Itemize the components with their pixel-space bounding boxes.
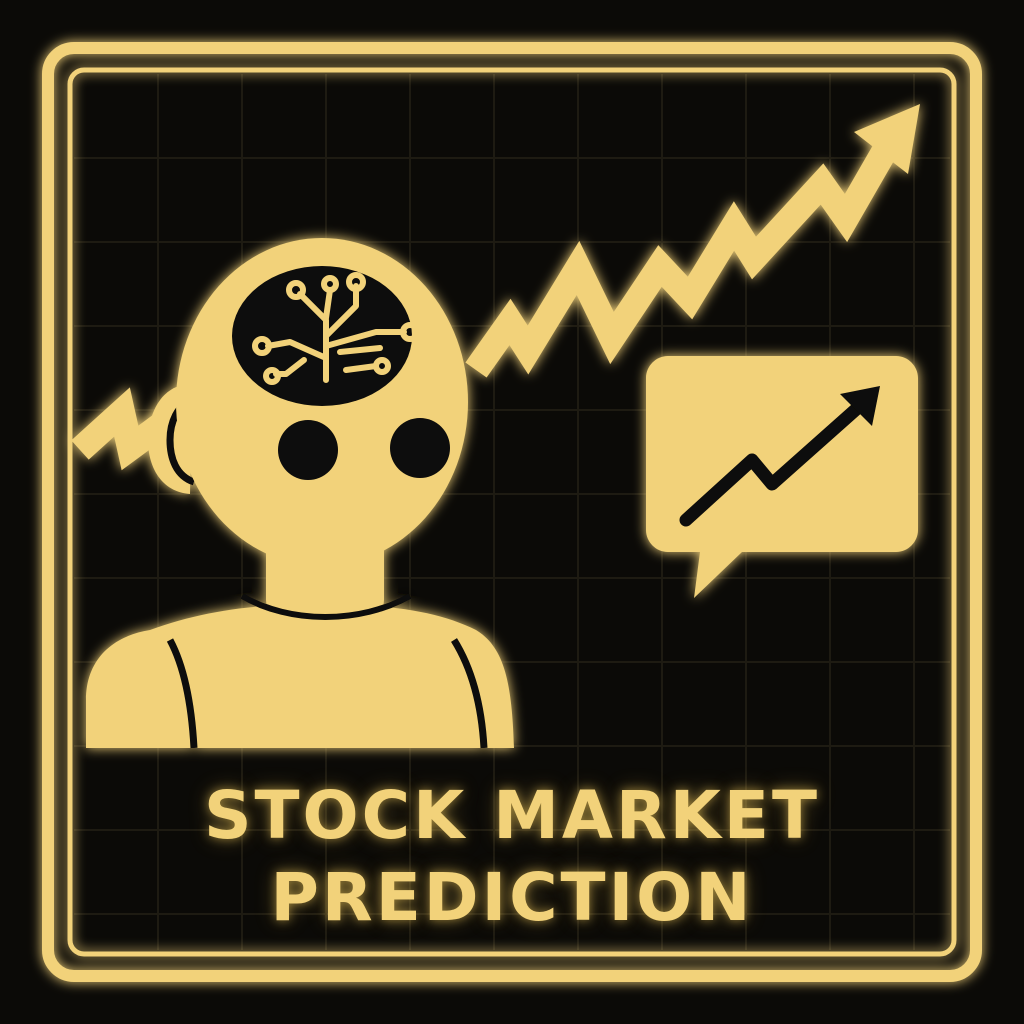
circuit-node — [400, 322, 420, 342]
circuit-node — [263, 367, 281, 385]
circuit-trace — [343, 363, 379, 373]
circuit-trace — [337, 345, 383, 355]
robot-arm-seam — [166, 638, 198, 749]
circuit-trace — [265, 339, 329, 361]
caption-line-1: STOCK MARKET — [203, 777, 821, 854]
bubble-trend-arrowhead — [840, 386, 880, 426]
chart-speech-bubble-icon — [646, 356, 918, 598]
outer-frame — [42, 42, 982, 982]
trend-line — [465, 145, 896, 378]
circuit-node — [321, 275, 339, 293]
caption-line-2: PREDICTION — [270, 859, 754, 936]
robot-eye-left — [278, 420, 338, 480]
circuit-trace — [323, 283, 359, 339]
circuit-brain-icon — [252, 272, 420, 385]
robot-body — [86, 604, 514, 748]
robot-head-icon — [86, 238, 514, 749]
inner-frame — [67, 67, 957, 957]
trend-arrowhead — [854, 104, 920, 174]
circuit-trace — [323, 287, 333, 321]
robot-arm-seam — [451, 638, 488, 749]
circuit-node — [346, 272, 366, 292]
circuit-trace — [323, 329, 407, 349]
bubble-trend-line — [679, 397, 869, 527]
robot-neck-line — [240, 593, 412, 620]
circuit-node — [252, 336, 272, 356]
circuit-node — [373, 357, 391, 375]
robot-eye-right — [390, 418, 450, 478]
frame — [42, 42, 982, 982]
circuit-node — [286, 280, 306, 300]
